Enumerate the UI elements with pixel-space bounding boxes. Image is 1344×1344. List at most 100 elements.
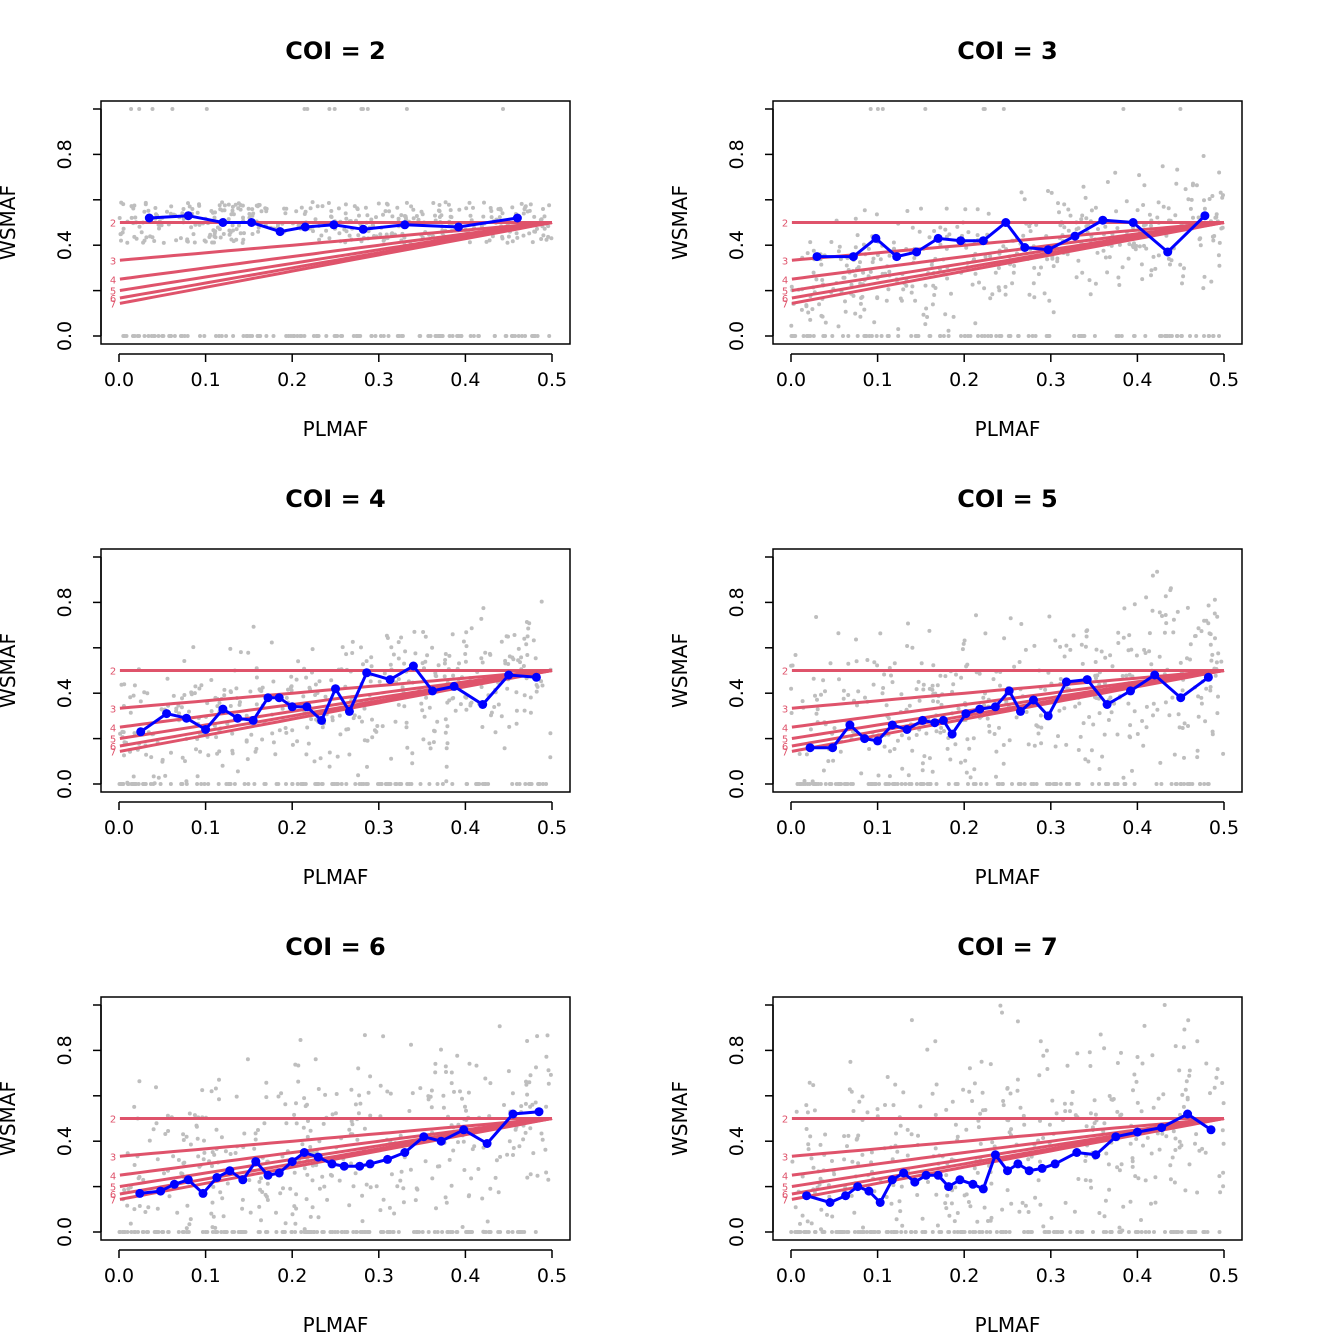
data-point [914, 733, 919, 737]
data-point [935, 1223, 940, 1228]
data-point [1064, 742, 1069, 747]
observed-series [802, 1109, 1216, 1207]
y-tick-label: 0.4 [726, 230, 748, 260]
data-point [404, 200, 409, 205]
x-tick-label: 0.1 [862, 1265, 892, 1287]
y-tick-label: 0.0 [726, 769, 748, 799]
data-point [230, 204, 235, 209]
observed-point [400, 1148, 410, 1157]
data-point [898, 1209, 903, 1214]
data-point [512, 633, 517, 637]
data-point [1044, 1048, 1049, 1053]
x-tick-label: 0.2 [277, 1265, 307, 1287]
data-point [871, 256, 876, 261]
data-point [920, 768, 925, 773]
data-point [1108, 653, 1113, 658]
data-point [362, 738, 367, 743]
data-point [978, 782, 983, 786]
data-point [284, 782, 288, 786]
data-point [213, 210, 217, 215]
data-point [1022, 1230, 1027, 1234]
data-point [858, 301, 863, 306]
data-point [283, 1221, 288, 1226]
data-point [1161, 1092, 1166, 1097]
data-point [1027, 224, 1032, 229]
curve-coi-3 [791, 221, 1225, 262]
data-point [156, 334, 161, 338]
data-point [334, 782, 339, 786]
data-point [1177, 1139, 1182, 1144]
data-point [1188, 334, 1192, 338]
data-point [444, 779, 449, 784]
data-point [213, 1086, 218, 1091]
data-point [468, 701, 473, 706]
data-point [240, 1230, 245, 1234]
observed-point [383, 1154, 392, 1164]
data-point [462, 1168, 467, 1172]
data-point [1037, 1073, 1042, 1078]
data-point [252, 782, 257, 786]
data-point [910, 225, 915, 230]
data-point [880, 691, 885, 696]
data-point [481, 606, 486, 611]
y-tick-label: 0.8 [726, 1035, 748, 1065]
data-point [812, 1108, 817, 1113]
data-point [890, 680, 895, 685]
data-point [469, 626, 474, 631]
data-point [1196, 694, 1201, 699]
data-point [1089, 1185, 1094, 1190]
data-point [528, 710, 533, 715]
data-point [854, 637, 858, 642]
data-point [808, 727, 813, 732]
data-point [1036, 731, 1041, 736]
data-point [392, 1211, 397, 1216]
data-point [1168, 1177, 1173, 1182]
data-point [421, 737, 426, 742]
data-point [240, 1197, 245, 1202]
data-point [920, 761, 925, 766]
data-point [306, 741, 311, 746]
data-point [340, 1230, 344, 1234]
data-point [401, 1200, 406, 1205]
data-point [1021, 1113, 1026, 1118]
data-point [180, 211, 185, 216]
background-points [789, 107, 1225, 338]
y-tick-label: 0.8 [726, 587, 748, 617]
data-point [238, 650, 243, 655]
data-point [347, 233, 352, 238]
data-point [249, 732, 254, 737]
data-point [939, 725, 944, 730]
data-point [806, 1147, 811, 1152]
data-point [979, 334, 984, 338]
data-point [510, 205, 515, 210]
data-point [494, 1158, 499, 1163]
observed-point [275, 227, 285, 237]
observed-point [1029, 695, 1038, 705]
observed-point [864, 1186, 874, 1196]
data-point [1085, 628, 1090, 633]
data-point [370, 717, 374, 722]
data-point [1102, 1121, 1107, 1126]
data-point [1088, 292, 1093, 297]
data-point [1022, 1122, 1027, 1127]
data-point [149, 334, 154, 338]
data-point [1016, 334, 1021, 338]
data-point [423, 1159, 428, 1164]
data-point [1150, 608, 1155, 613]
data-point [289, 684, 294, 689]
data-point [977, 671, 982, 676]
data-point [527, 231, 532, 236]
y-tick-label: 0.4 [726, 678, 748, 708]
observed-point [1072, 1148, 1082, 1157]
data-point [961, 641, 966, 646]
data-point [892, 747, 897, 751]
data-point [299, 334, 304, 338]
data-point [1149, 268, 1154, 273]
data-point [907, 736, 911, 741]
data-point [821, 678, 826, 683]
data-point [125, 1203, 130, 1208]
data-point [820, 278, 825, 282]
data-point [1009, 1201, 1014, 1206]
